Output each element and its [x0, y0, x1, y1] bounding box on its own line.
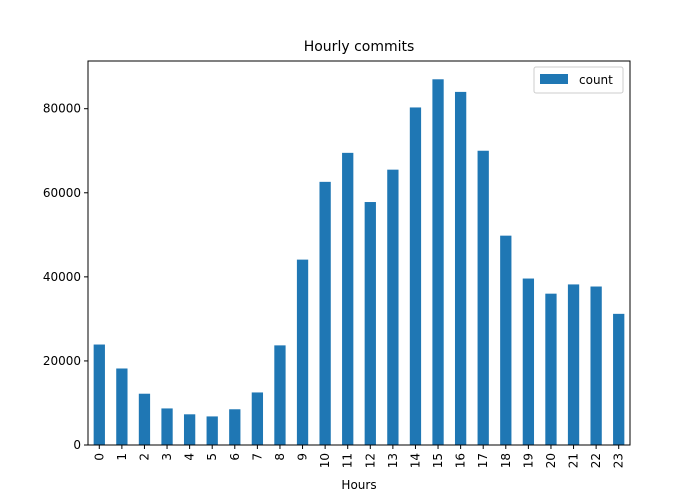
- legend: count: [533, 66, 624, 94]
- x-tick-label: 1: [115, 453, 129, 461]
- bars-group: [93, 79, 625, 446]
- x-axis: 0 1 2 3 4 5 6 7 8 9 10 11 12 13 14 15 16 17 18 19 20 21 22 23: [92, 445, 626, 468]
- bar-hour-3: [161, 408, 173, 445]
- x-tick-label: 18: [499, 453, 513, 468]
- x-tick-label: 0: [92, 453, 106, 461]
- bar-hour-1: [116, 368, 128, 445]
- bar-hour-11: [342, 152, 354, 445]
- x-tick-label: 14: [408, 453, 422, 468]
- legend-label-count: count: [579, 73, 613, 87]
- x-tick-label: 12: [363, 453, 377, 468]
- y-tick-label: 60000: [43, 186, 81, 200]
- bar-hour-23: [613, 313, 625, 445]
- bar-hour-7: [251, 392, 264, 445]
- bar-hour-20: [545, 293, 557, 445]
- x-tick-label: 5: [205, 453, 219, 461]
- x-tick-label: 8: [273, 453, 287, 461]
- plot-frame: [87, 60, 631, 446]
- x-tick-label: 3: [160, 453, 174, 461]
- bar-hour-12: [364, 202, 376, 445]
- y-tick-label: 20000: [43, 354, 81, 368]
- x-tick-label: 23: [612, 453, 626, 468]
- y-tick-label: 0: [73, 438, 81, 452]
- bar-hour-9: [296, 259, 309, 445]
- bar-hour-21: [567, 284, 580, 445]
- bar-hour-15: [432, 79, 444, 445]
- bar-hour-18: [500, 235, 512, 445]
- bar-hour-4: [183, 414, 196, 445]
- x-tick-label: 11: [341, 453, 355, 468]
- x-tick-label: 4: [183, 453, 197, 461]
- x-tick-label: 7: [250, 453, 264, 461]
- bar-hour-8: [274, 345, 286, 445]
- x-tick-label: 19: [521, 453, 535, 468]
- bar-hour-14: [409, 107, 422, 445]
- x-tick-label: 9: [296, 453, 310, 461]
- x-tick-label: 10: [318, 453, 332, 468]
- bar-hour-13: [387, 169, 399, 445]
- chart-title: Hourly commits: [304, 39, 415, 55]
- x-axis-title: Hours: [341, 478, 376, 492]
- x-tick-label: 15: [431, 453, 445, 468]
- legend-swatch-count: [540, 74, 568, 84]
- x-tick-label: 22: [589, 453, 603, 468]
- x-tick-label: 20: [544, 453, 558, 468]
- bar-hour-0: [93, 344, 105, 445]
- bar-hour-16: [454, 91, 467, 446]
- bar-hour-6: [229, 409, 241, 445]
- y-tick-label: 80000: [43, 102, 81, 116]
- bar-hour-5: [206, 416, 218, 445]
- x-tick-label: 21: [567, 453, 581, 468]
- x-tick-label: 16: [454, 453, 468, 468]
- x-tick-label: 2: [137, 453, 151, 461]
- legend-frame: [533, 66, 624, 94]
- x-tick-label: 17: [476, 453, 490, 468]
- bar-hour-10: [319, 181, 331, 445]
- bar-hour-2: [138, 393, 151, 445]
- x-tick-label: 6: [228, 453, 242, 461]
- bar-hour-17: [477, 150, 489, 445]
- bar-hour-19: [522, 278, 535, 445]
- bar-hour-22: [590, 286, 602, 445]
- x-tick-label: 13: [386, 453, 400, 468]
- y-axis: 0 20000 40000 60000 80000: [43, 102, 88, 452]
- y-tick-label: 40000: [43, 270, 81, 284]
